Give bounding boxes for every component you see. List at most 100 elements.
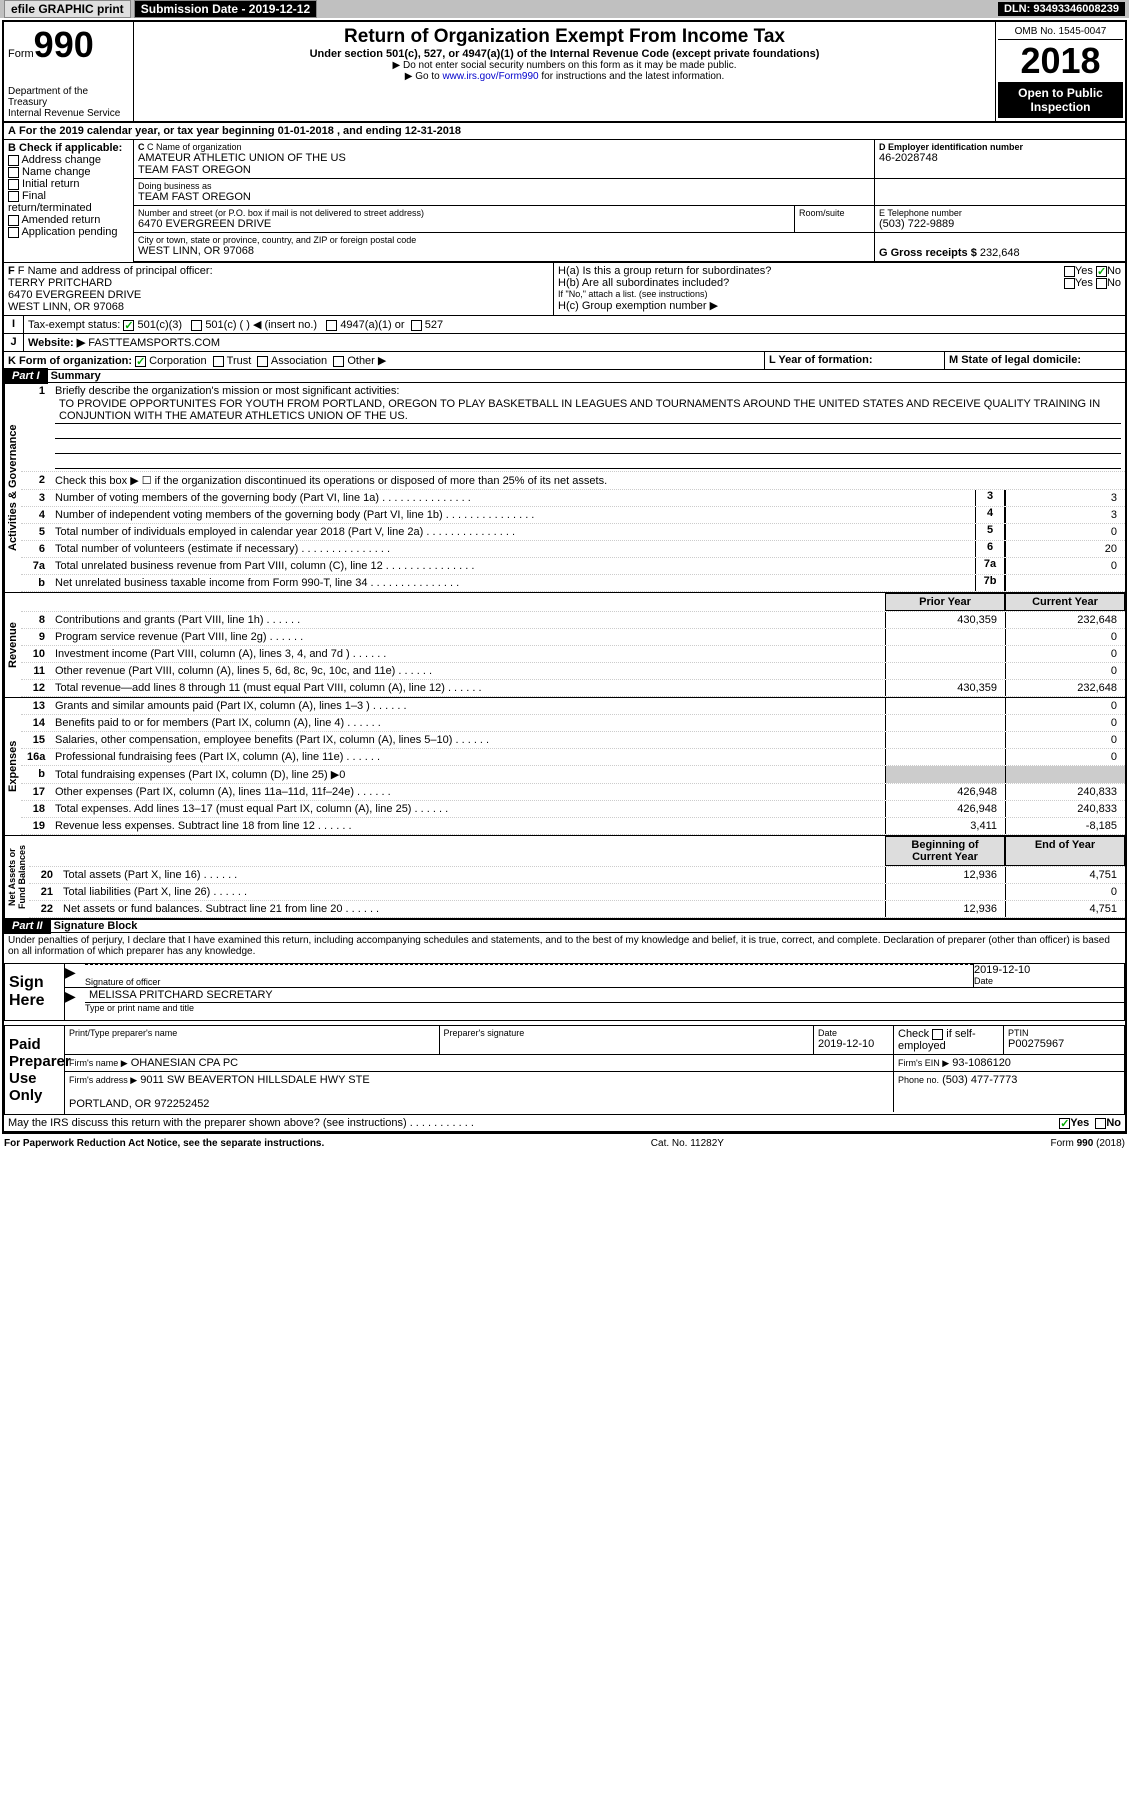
- line-20: Total assets (Part X, line 16): [59, 867, 885, 883]
- form-number: 990: [34, 24, 94, 65]
- form-frame: Form990 Department of the Treasury Inter…: [2, 20, 1127, 1134]
- instr2a: ▶ Go to: [405, 71, 443, 82]
- line-16a: Professional fundraising fees (Part IX, …: [51, 749, 885, 765]
- b-opt[interactable]: Initial return: [8, 178, 129, 190]
- ein: 46-2028748: [879, 152, 1121, 164]
- firm-name-label: Firm's name ▶: [69, 1058, 128, 1068]
- m-label: M State of legal domicile:: [949, 354, 1081, 366]
- addr-label: Number and street (or P.O. box if mail i…: [138, 208, 790, 218]
- year: 2018: [998, 40, 1123, 82]
- line-b: Net unrelated business taxable income fr…: [51, 575, 975, 591]
- b-opt[interactable]: Address change: [8, 154, 129, 166]
- line-b: Total fundraising expenses (Part IX, col…: [51, 766, 885, 783]
- f-name: TERRY PRITCHARD: [8, 277, 549, 289]
- prep-date-val: 2019-12-10: [818, 1038, 889, 1050]
- sig-name-val: MELISSA PRITCHARD SECRETARY: [85, 988, 1124, 1003]
- b-opt[interactable]: Amended return: [8, 214, 129, 226]
- side-na: Net Assets or Fund Balances: [4, 836, 29, 918]
- line-19: Revenue less expenses. Subtract line 18 …: [51, 818, 885, 834]
- d-label: D Employer identification number: [879, 142, 1121, 152]
- k-label: K Form of organization:: [8, 355, 132, 367]
- firm-addr-label: Firm's address ▶: [69, 1075, 137, 1085]
- instr1: ▶ Do not enter social security numbers o…: [138, 60, 991, 71]
- l1: Briefly describe the organization's miss…: [55, 385, 399, 397]
- efile-btn[interactable]: efile GRAPHIC print: [4, 0, 131, 18]
- top-bar: efile GRAPHIC print Submission Date - 20…: [0, 0, 1129, 18]
- line-3: Number of voting members of the governin…: [51, 490, 975, 506]
- irs: Internal Revenue Service: [8, 108, 129, 119]
- ptin-val: P00275967: [1008, 1038, 1120, 1050]
- b-opt[interactable]: Application pending: [8, 226, 129, 238]
- form-word: Form: [8, 48, 34, 60]
- instr2b: for instructions and the latest informat…: [539, 71, 725, 82]
- sig-name-label: Type or print name and title: [85, 1003, 1124, 1013]
- dept: Department of the Treasury: [8, 86, 129, 108]
- line-7a: Total unrelated business revenue from Pa…: [51, 558, 975, 574]
- b-hdr: B Check if applicable:: [8, 142, 129, 154]
- instr2-link[interactable]: www.irs.gov/Form990: [442, 71, 538, 82]
- room-label: Room/suite: [799, 208, 870, 218]
- part2-label: Part II: [4, 918, 51, 934]
- line-12: Total revenue—add lines 8 through 11 (mu…: [51, 680, 885, 696]
- perjury: Under penalties of perjury, I declare th…: [4, 933, 1125, 959]
- firm-phone-label: Phone no.: [898, 1075, 939, 1085]
- h-a: H(a) Is this a group return for subordin…: [558, 265, 1121, 277]
- org-name: AMATEUR ATHLETIC UNION OF THE US TEAM FA…: [138, 152, 870, 176]
- line-15: Salaries, other compensation, employee b…: [51, 732, 885, 748]
- sig-date-label: Date: [974, 976, 1124, 986]
- b-opt[interactable]: Final return/terminated: [8, 190, 129, 214]
- pra: For Paperwork Reduction Act Notice, see …: [4, 1138, 324, 1149]
- city-label: City or town, state or province, country…: [138, 235, 870, 245]
- prep-name-label: Print/Type preparer's name: [69, 1028, 435, 1038]
- cat: Cat. No. 11282Y: [651, 1138, 724, 1149]
- curr-hdr: Current Year: [1005, 593, 1125, 611]
- l1-text: TO PROVIDE OPPORTUNITES FOR YOUTH FROM P…: [55, 397, 1121, 424]
- line-4: Number of independent voting members of …: [51, 507, 975, 523]
- prior-hdr: Prior Year: [885, 593, 1005, 611]
- paid-prep: Paid Preparer Use Only: [5, 1026, 65, 1114]
- line-10: Investment income (Part VIII, column (A)…: [51, 646, 885, 662]
- line-a: A For the 2019 calendar year, or tax yea…: [4, 123, 465, 139]
- dln: DLN: 93493346008239: [998, 2, 1125, 16]
- line-8: Contributions and grants (Part VIII, lin…: [51, 612, 885, 628]
- j-label: Website: ▶: [28, 337, 85, 349]
- part1-title: Summary: [51, 370, 101, 382]
- dba: TEAM FAST OREGON: [138, 191, 870, 203]
- prep-sig-label: Preparer's signature: [444, 1028, 810, 1038]
- side-exp: Expenses: [4, 698, 21, 835]
- b-opt[interactable]: Name change: [8, 166, 129, 178]
- part1-label: Part I: [4, 368, 48, 384]
- line-14: Benefits paid to or for members (Part IX…: [51, 715, 885, 731]
- side-ag: Activities & Governance: [4, 383, 21, 592]
- h-bnote: If "No," attach a list. (see instruction…: [558, 289, 1121, 299]
- omb: OMB No. 1545-0047: [998, 24, 1123, 40]
- f-addr1: 6470 EVERGREEN DRIVE: [8, 289, 549, 301]
- line-11: Other revenue (Part VIII, column (A), li…: [51, 663, 885, 679]
- sign-here: Sign Here: [5, 964, 65, 1020]
- na-hdr2: End of Year: [1005, 836, 1125, 866]
- sig-date-val: 2019-12-10: [974, 964, 1124, 976]
- firm-name-val: OHANESIAN CPA PC: [131, 1057, 238, 1069]
- firm-ein-label: Firm's EIN ▶: [898, 1058, 949, 1068]
- form-footer: Form 990 (2018): [1051, 1138, 1125, 1149]
- dba-label: Doing business as: [138, 181, 870, 191]
- main-title: Return of Organization Exempt From Incom…: [138, 26, 991, 48]
- c-label: C C Name of organization: [138, 142, 870, 152]
- firm-ein-val: 93-1086120: [952, 1057, 1011, 1069]
- side-rev: Revenue: [4, 593, 21, 697]
- g-label: G Gross receipts $: [879, 247, 977, 259]
- public-inspection: Open to Public Inspection: [998, 82, 1123, 118]
- e-label: E Telephone number: [879, 208, 1121, 218]
- website: FASTTEAMSPORTS.COM: [88, 337, 220, 349]
- f-label: F F Name and address of principal office…: [8, 265, 549, 277]
- subtitle: Under section 501(c), 527, or 4947(a)(1)…: [138, 48, 991, 60]
- phone: (503) 722-9889: [879, 218, 1121, 230]
- h-b: H(b) Are all subordinates included? Yes …: [558, 277, 1121, 289]
- line-9: Program service revenue (Part VIII, line…: [51, 629, 885, 645]
- l-label: L Year of formation:: [769, 354, 873, 366]
- ptin-label: PTIN: [1008, 1028, 1120, 1038]
- addr: 6470 EVERGREEN DRIVE: [138, 218, 790, 230]
- line-17: Other expenses (Part IX, column (A), lin…: [51, 784, 885, 800]
- na-hdr1: Beginning of Current Year: [885, 836, 1005, 866]
- discuss: May the IRS discuss this return with the…: [4, 1115, 1125, 1131]
